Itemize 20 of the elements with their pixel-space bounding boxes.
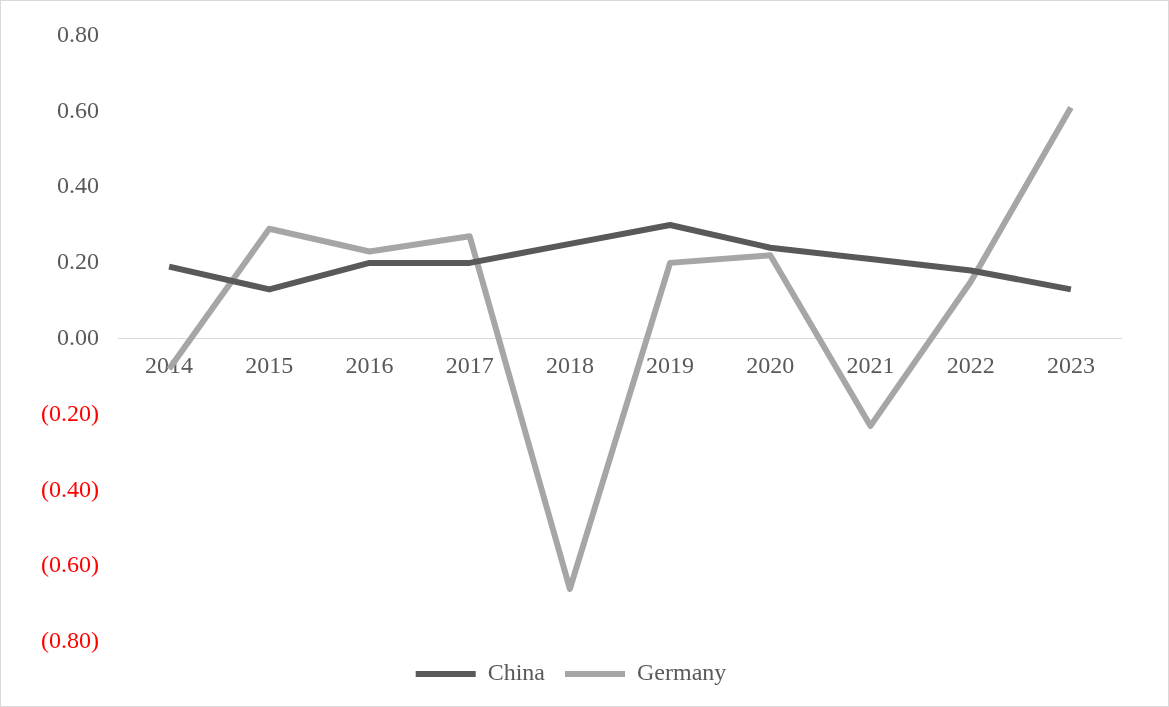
y-tick-label: 0.20: [56, 248, 99, 275]
x-tick-label: 2021: [846, 352, 895, 379]
y-tick-label: (0.40): [41, 475, 99, 502]
x-tick-label: 2023: [1046, 352, 1095, 379]
x-tick-label: 2022: [946, 352, 995, 379]
x-tick-label: 2015: [245, 352, 294, 379]
x-tick-label: 2018: [545, 352, 594, 379]
x-tick-label: 2019: [646, 352, 695, 379]
y-tick-label: (0.60): [41, 551, 99, 578]
y-tick-label: 0.40: [56, 172, 99, 199]
legend-label: China: [487, 659, 546, 686]
y-tick-label: (0.80): [41, 627, 99, 654]
y-tick-label: 0.60: [56, 96, 99, 123]
x-tick-label: 2016: [345, 352, 394, 379]
y-tick-label: 0.80: [56, 20, 99, 47]
y-tick-label: 0.00: [56, 324, 99, 350]
x-tick-label: 2020: [746, 352, 795, 379]
x-tick-label: 2017: [445, 352, 494, 379]
y-tick-label: (0.20): [41, 399, 99, 426]
legend-label: Germany: [637, 659, 727, 686]
